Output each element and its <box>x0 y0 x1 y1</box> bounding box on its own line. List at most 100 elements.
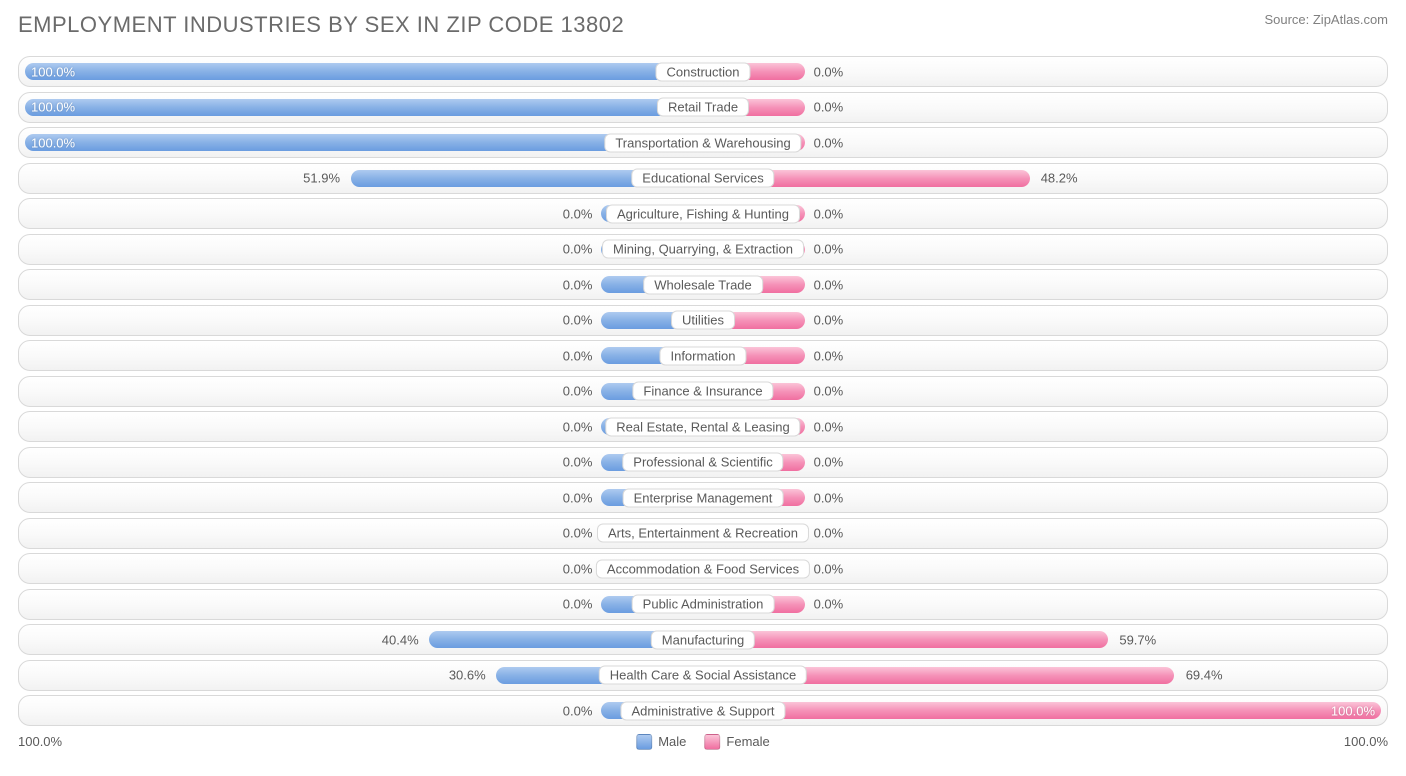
male-pct-label: 40.4% <box>382 632 419 647</box>
female-bar-wrap <box>703 347 1381 364</box>
male-pct-label: 0.0% <box>563 384 593 399</box>
category-label: Real Estate, Rental & Leasing <box>605 417 800 436</box>
category-label: Health Care & Social Assistance <box>599 666 807 685</box>
male-pct-label: 100.0% <box>31 135 75 150</box>
male-bar <box>25 134 703 151</box>
category-label: Transportation & Warehousing <box>604 133 801 152</box>
female-pct-label: 0.0% <box>814 135 844 150</box>
male-bar <box>25 99 703 116</box>
category-label: Manufacturing <box>651 630 755 649</box>
female-pct-label: 59.7% <box>1119 632 1156 647</box>
male-pct-label: 100.0% <box>31 100 75 115</box>
category-label: Agriculture, Fishing & Hunting <box>606 204 800 223</box>
male-bar-wrap <box>25 276 703 293</box>
female-pct-label: 100.0% <box>1331 703 1375 718</box>
female-pct-label: 69.4% <box>1186 668 1223 683</box>
female-pct-label: 0.0% <box>814 313 844 328</box>
male-bar-wrap <box>25 170 703 187</box>
diverging-bar-chart: 100.0%0.0%Construction100.0%0.0%Retail T… <box>18 56 1388 726</box>
category-label: Public Administration <box>632 595 775 614</box>
female-bar-wrap <box>703 276 1381 293</box>
male-bar-wrap <box>25 454 703 471</box>
female-bar-wrap <box>703 99 1381 116</box>
chart-row: 0.0% 100.0% Administrative & Support <box>18 695 1388 726</box>
category-label: Arts, Entertainment & Recreation <box>597 524 809 543</box>
female-pct-label: 0.0% <box>814 100 844 115</box>
female-pct-label: 0.0% <box>814 561 844 576</box>
chart-row: 0.0%0.0%Agriculture, Fishing & Hunting <box>18 198 1388 229</box>
chart-row: 40.4% 59.7% Manufacturing <box>18 624 1388 655</box>
female-pct-label: 0.0% <box>814 597 844 612</box>
chart-footer: 100.0% Male Female 100.0% <box>18 734 1388 749</box>
male-pct-label: 0.0% <box>563 277 593 292</box>
chart-row: 30.6%69.4%Health Care & Social Assistanc… <box>18 660 1388 691</box>
male-pct-label: 0.0% <box>563 703 593 718</box>
legend-male-label: Male <box>658 734 686 749</box>
female-bar-wrap <box>703 454 1381 471</box>
legend: Male Female <box>636 734 770 750</box>
male-bar-wrap <box>25 596 703 613</box>
chart-row: 100.0% 0.0% Construction <box>18 56 1388 87</box>
female-bar-wrap <box>703 489 1381 506</box>
female-pct-label: 0.0% <box>814 206 844 221</box>
female-swatch-icon <box>704 734 720 750</box>
female-pct-label: 48.2% <box>1041 171 1078 186</box>
female-pct-label: 0.0% <box>814 277 844 292</box>
female-pct-label: 0.0% <box>814 455 844 470</box>
female-bar-wrap <box>703 134 1381 151</box>
category-label: Educational Services <box>631 169 774 188</box>
chart-row: 0.0% 0.0% Enterprise Management <box>18 482 1388 513</box>
category-label: Information <box>659 346 746 365</box>
female-bar-wrap <box>703 418 1381 435</box>
male-pct-label: 0.0% <box>563 419 593 434</box>
male-bar-wrap <box>25 383 703 400</box>
chart-row: 51.9% 48.2% Educational Services <box>18 163 1388 194</box>
male-bar <box>25 63 703 80</box>
male-pct-label: 0.0% <box>563 490 593 505</box>
category-label: Mining, Quarrying, & Extraction <box>602 240 804 259</box>
category-label: Finance & Insurance <box>632 382 773 401</box>
chart-row: 0.0% 0.0% Wholesale Trade <box>18 269 1388 300</box>
category-label: Utilities <box>671 311 735 330</box>
axis-left-label: 100.0% <box>18 734 62 749</box>
male-bar-wrap <box>25 205 703 222</box>
category-label: Construction <box>656 62 751 81</box>
category-label: Accommodation & Food Services <box>596 559 810 578</box>
male-bar-wrap <box>25 347 703 364</box>
chart-row: 0.0% 0.0% Arts, Entertainment & Recreation <box>18 518 1388 549</box>
category-label: Enterprise Management <box>623 488 784 507</box>
male-bar-wrap <box>25 702 703 719</box>
category-label: Administrative & Support <box>620 701 785 720</box>
male-bar-wrap <box>25 134 703 151</box>
male-bar-wrap <box>25 63 703 80</box>
male-bar-wrap <box>25 489 703 506</box>
male-bar-wrap <box>25 631 703 648</box>
chart-header: EMPLOYMENT INDUSTRIES BY SEX IN ZIP CODE… <box>18 12 1388 38</box>
female-pct-label: 0.0% <box>814 526 844 541</box>
category-label: Professional & Scientific <box>622 453 783 472</box>
chart-row: 0.0% 0.0% Finance & Insurance <box>18 376 1388 407</box>
female-bar <box>703 702 1381 719</box>
female-pct-label: 0.0% <box>814 490 844 505</box>
chart-title: EMPLOYMENT INDUSTRIES BY SEX IN ZIP CODE… <box>18 12 624 38</box>
legend-item-male: Male <box>636 734 686 750</box>
female-pct-label: 0.0% <box>814 419 844 434</box>
female-pct-label: 0.0% <box>814 384 844 399</box>
female-bar-wrap <box>703 312 1381 329</box>
chart-row: 100.0%0.0%Retail Trade <box>18 92 1388 123</box>
female-bar-wrap <box>703 241 1381 258</box>
female-bar-wrap <box>703 383 1381 400</box>
chart-row: 0.0% 0.0% Public Administration <box>18 589 1388 620</box>
male-pct-label: 51.9% <box>303 171 340 186</box>
female-pct-label: 0.0% <box>814 64 844 79</box>
male-pct-label: 0.0% <box>563 526 593 541</box>
female-bar-wrap <box>703 63 1381 80</box>
female-bar <box>703 631 1108 648</box>
male-pct-label: 100.0% <box>31 64 75 79</box>
male-pct-label: 0.0% <box>563 597 593 612</box>
male-bar-wrap <box>25 99 703 116</box>
male-swatch-icon <box>636 734 652 750</box>
category-label: Wholesale Trade <box>643 275 763 294</box>
chart-row: 0.0%0.0%Utilities <box>18 305 1388 336</box>
male-bar-wrap <box>25 312 703 329</box>
